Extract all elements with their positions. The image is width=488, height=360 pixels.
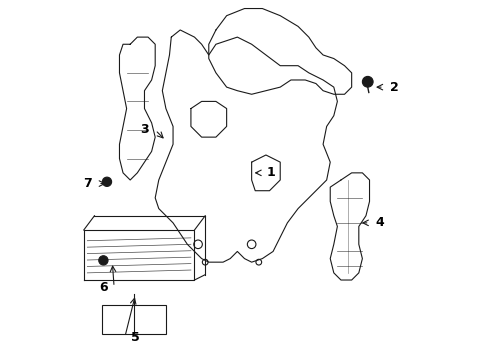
Text: 3: 3: [140, 123, 148, 136]
Text: 1: 1: [266, 166, 275, 179]
Text: 4: 4: [375, 216, 384, 229]
Circle shape: [362, 76, 372, 87]
Text: 7: 7: [83, 177, 92, 190]
Text: 2: 2: [389, 81, 398, 94]
Circle shape: [99, 256, 108, 265]
Text: 5: 5: [131, 331, 140, 344]
Circle shape: [102, 177, 111, 186]
FancyBboxPatch shape: [102, 305, 165, 334]
Text: 6: 6: [99, 281, 107, 294]
